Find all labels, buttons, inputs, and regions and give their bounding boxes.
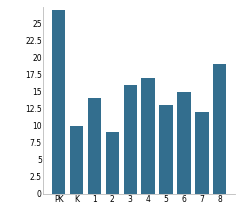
- Bar: [52, 10, 65, 194]
- Bar: [124, 85, 137, 194]
- Bar: [88, 98, 101, 194]
- Bar: [106, 132, 119, 194]
- Bar: [159, 105, 173, 194]
- Bar: [213, 64, 227, 194]
- Bar: [195, 112, 209, 194]
- Bar: [70, 126, 83, 194]
- Bar: [141, 78, 155, 194]
- Bar: [177, 92, 191, 194]
